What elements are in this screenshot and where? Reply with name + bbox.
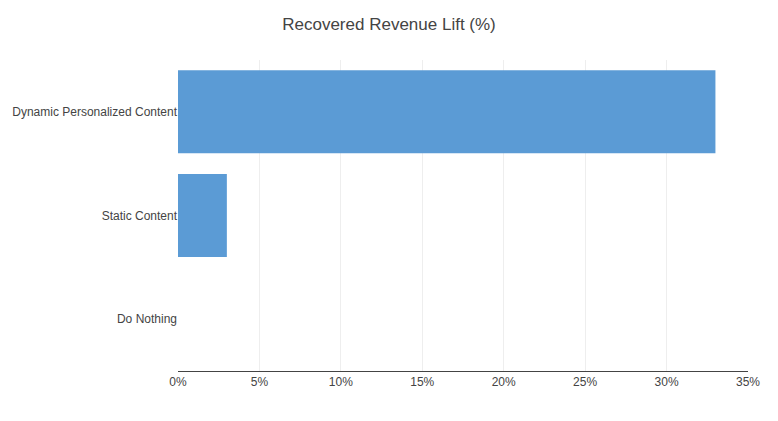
svg-text:0%: 0% xyxy=(169,375,187,389)
svg-text:10%: 10% xyxy=(329,375,353,389)
svg-text:Dynamic Personalized Content: Dynamic Personalized Content xyxy=(12,105,177,119)
svg-text:Static Content: Static Content xyxy=(102,209,178,223)
svg-text:Recovered Revenue Lift (%): Recovered Revenue Lift (%) xyxy=(282,15,496,34)
svg-text:15%: 15% xyxy=(410,375,434,389)
svg-text:20%: 20% xyxy=(492,375,516,389)
svg-text:35%: 35% xyxy=(736,375,760,389)
svg-text:Do Nothing: Do Nothing xyxy=(117,312,177,326)
svg-text:30%: 30% xyxy=(655,375,679,389)
svg-text:25%: 25% xyxy=(573,375,597,389)
svg-text:5%: 5% xyxy=(251,375,269,389)
